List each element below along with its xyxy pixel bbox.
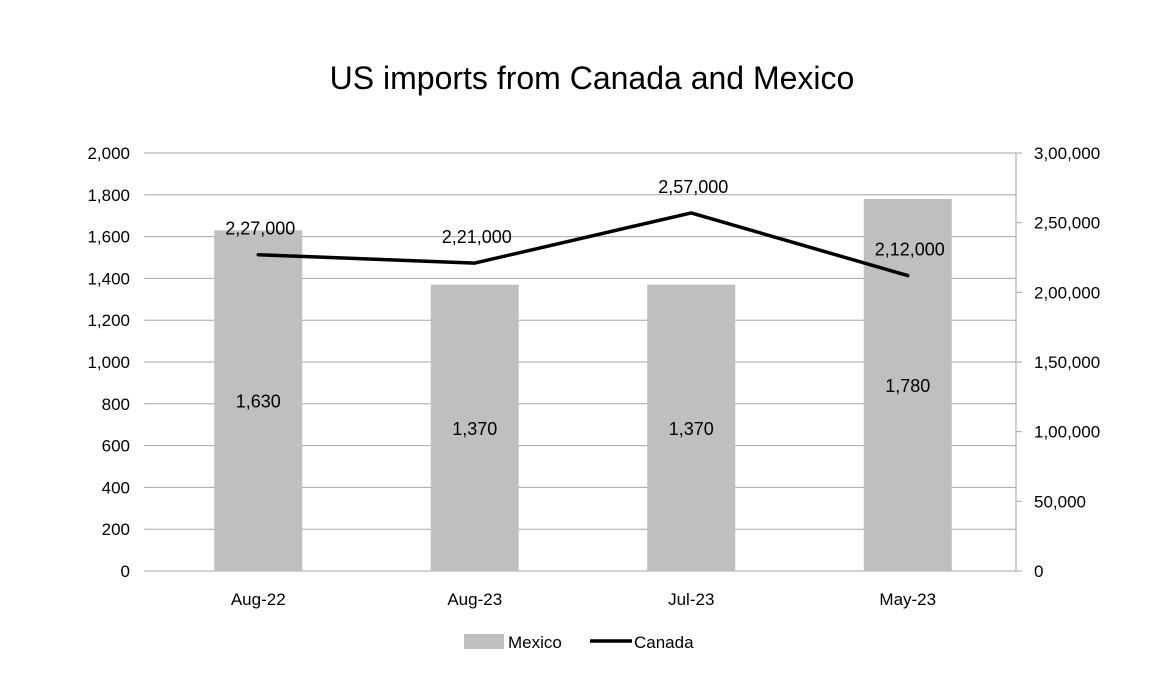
mexico-legend-label: Mexico <box>508 633 562 652</box>
left-axis-tick-label: 1,000 <box>87 353 130 372</box>
canada-series-line <box>256 211 910 278</box>
canada-legend-label: Canada <box>634 633 694 652</box>
x-axis-category-label: Aug-22 <box>231 590 286 609</box>
mexico-bar <box>647 284 736 571</box>
right-axis-tick-label: 2,50,000 <box>1034 214 1100 233</box>
mexico-data-label: 1,370 <box>669 419 714 439</box>
left-axis-tick-label: 1,200 <box>87 311 130 330</box>
right-axis-tick-label: 2,00,000 <box>1034 283 1100 302</box>
left-axis-tick-label: 1,800 <box>87 186 130 205</box>
mexico-bar <box>214 230 303 571</box>
axes: 0 200 400 600 800 1,000 1,200 1,400 1,600 1,800 2,… <box>87 144 1100 609</box>
legend-item-canada: Canada <box>590 633 694 652</box>
left-axis-tick-label: 800 <box>102 395 130 414</box>
mexico-bar <box>863 198 952 572</box>
right-axis-tick-label: 0 <box>1034 562 1043 581</box>
left-axis-tick-label: 0 <box>121 562 130 581</box>
data-labels: 1,630 1,370 1,370 1,780 2,27,000 2,21,000 2,57… <box>225 177 945 439</box>
left-axis-tick-label: 600 <box>102 437 130 456</box>
mexico-legend-swatch <box>464 634 504 649</box>
legend-item-mexico: Mexico <box>464 633 562 652</box>
x-axis-category-label: May-23 <box>879 590 936 609</box>
x-axis-category-label: Jul-23 <box>668 590 714 609</box>
right-axis-tick-label: 1,00,000 <box>1034 423 1100 442</box>
canada-data-label: 2,57,000 <box>658 177 728 197</box>
canada-data-label: 2,21,000 <box>442 227 512 247</box>
left-axis-tick-label: 1,600 <box>87 228 130 247</box>
canada-data-label: 2,12,000 <box>875 240 945 260</box>
mexico-bar <box>430 284 519 571</box>
mexico-bars <box>214 198 952 572</box>
mexico-data-label: 1,780 <box>885 376 930 396</box>
chart-title: US imports from Canada and Mexico <box>330 60 855 96</box>
left-axis-tick-label: 200 <box>102 520 130 539</box>
mexico-data-label: 1,370 <box>452 419 497 439</box>
canada-data-label: 2,27,000 <box>225 219 295 239</box>
right-axis-tick-label: 50,000 <box>1034 492 1086 511</box>
right-axis-tick-label: 3,00,000 <box>1034 144 1100 163</box>
x-axis-category-label: Aug-23 <box>447 590 502 609</box>
legend: Mexico Canada <box>464 633 694 652</box>
right-axis-tick-label: 1,50,000 <box>1034 353 1100 372</box>
left-axis-tick-label: 400 <box>102 478 130 497</box>
left-axis-tick-label: 2,000 <box>87 144 130 163</box>
mexico-data-label: 1,630 <box>236 392 281 412</box>
left-axis-tick-label: 1,400 <box>87 269 130 288</box>
canada-line <box>256 211 910 278</box>
